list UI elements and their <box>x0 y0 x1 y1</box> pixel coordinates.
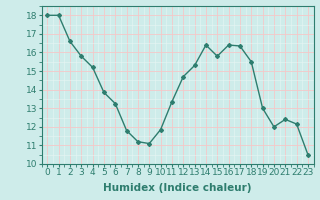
X-axis label: Humidex (Indice chaleur): Humidex (Indice chaleur) <box>103 183 252 193</box>
